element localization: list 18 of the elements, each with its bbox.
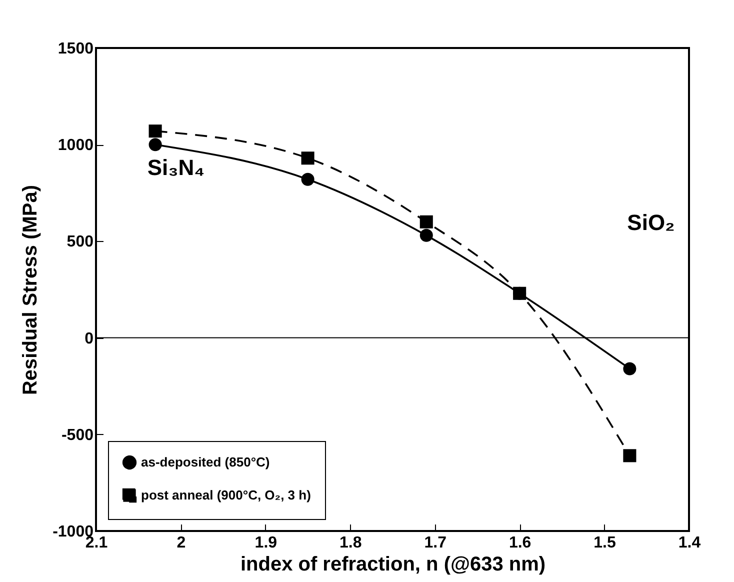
- x-tick-label: 2: [176, 534, 186, 552]
- legend-label: as-deposited (850°C): [141, 454, 270, 470]
- x-tick-label: 1.5: [594, 534, 616, 552]
- x-tick-label: 1.6: [508, 534, 532, 552]
- y-axis-title: Residual Stress (MPa): [20, 184, 42, 396]
- annotation: Si₃N₄: [147, 155, 205, 180]
- annotation: SiO₂: [627, 210, 675, 235]
- x-tick-label: 1.8: [340, 534, 362, 552]
- legend-label: post anneal (900°C, O₂, 3 h): [141, 488, 311, 502]
- y-tick-label: 1000: [58, 137, 94, 154]
- x-axis-title: index of refraction, n (@633 nm): [240, 554, 546, 576]
- y-tick-label: 0: [84, 330, 94, 348]
- y-tick-label: -500: [61, 426, 94, 444]
- x-tick-label: 1.9: [254, 534, 278, 552]
- y-tick-label: 1500: [58, 40, 94, 58]
- x-tick-label: 1.7: [424, 534, 447, 552]
- x-tick-label: 1.4: [678, 534, 701, 552]
- y-tick-label: 500: [66, 234, 94, 251]
